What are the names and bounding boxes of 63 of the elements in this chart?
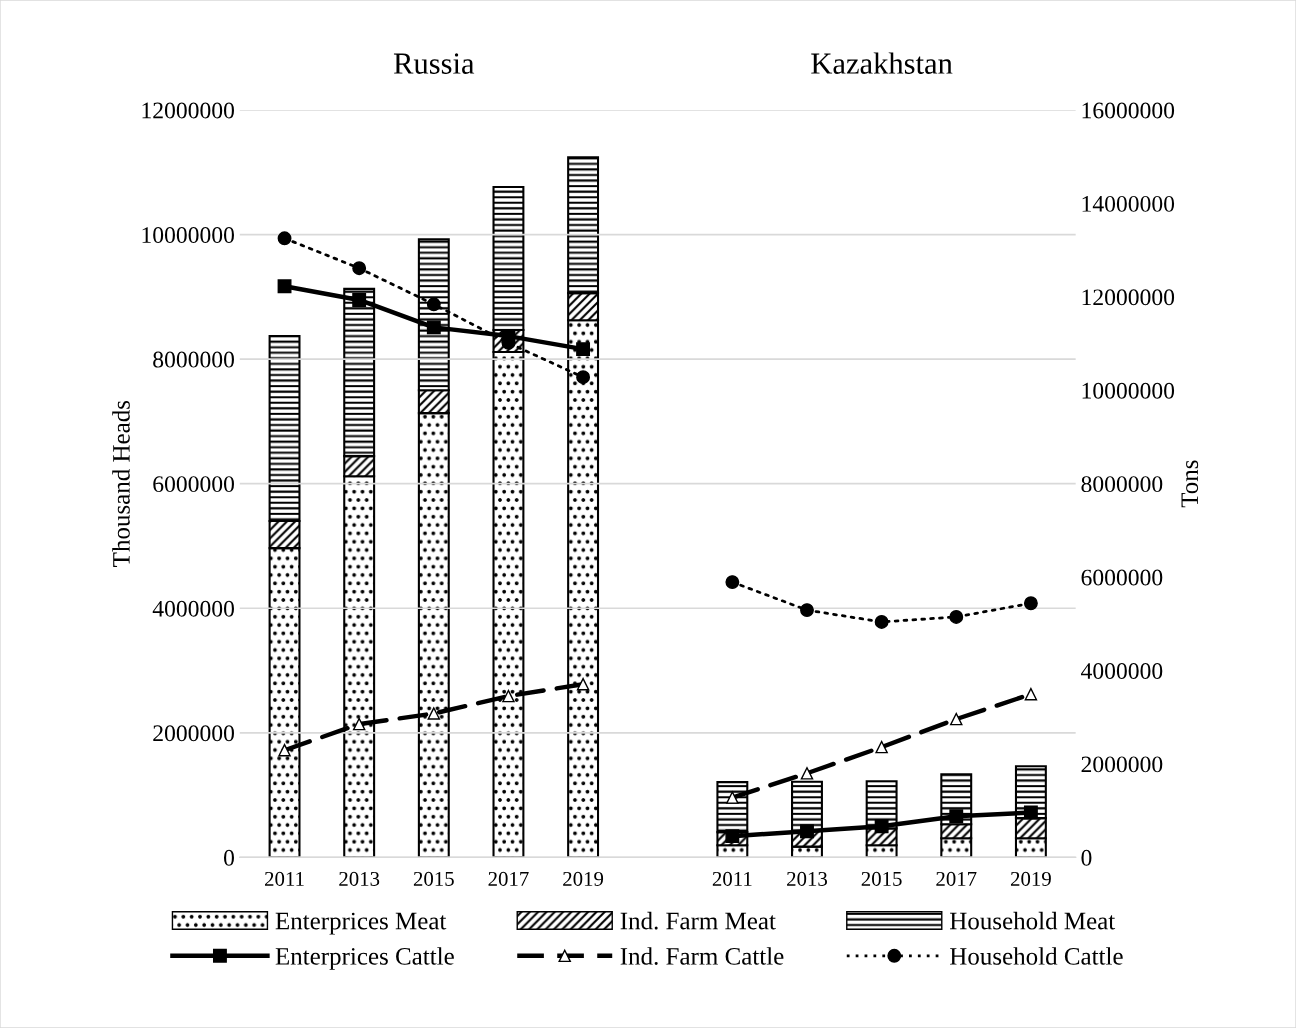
y-axis-title: Thousand Heads	[112, 400, 130, 567]
point	[1023, 596, 1038, 611]
text: Russia	[393, 53, 475, 74]
point	[576, 677, 590, 691]
point	[800, 767, 814, 780]
y-tick-label: 12000000	[142, 102, 234, 119]
x-tick-label: 2011	[265, 871, 304, 886]
point	[352, 293, 367, 307]
x-tick-label: 2017	[936, 871, 977, 886]
point	[576, 342, 591, 357]
legend-label: Enterprices Cattle	[275, 947, 454, 970]
y2-axis-title: Tons	[1181, 460, 1199, 508]
point	[950, 712, 963, 726]
y-tick-label: 10000000	[142, 227, 234, 243]
legend-label: Ind. Farm Cattle	[620, 947, 784, 965]
text: Kazakhstan	[811, 52, 953, 74]
point	[1024, 687, 1038, 701]
y2-tick-label: 8000000	[1081, 476, 1163, 493]
legend-label: Enterprices Meat	[275, 912, 447, 935]
y-tick-label: 0	[223, 849, 234, 866]
point	[874, 614, 889, 629]
y2-tick-label: 0	[1081, 849, 1092, 866]
y-tick-label: 6000000	[153, 476, 234, 493]
x-tick-label: 2015	[861, 871, 902, 886]
y-tick-label: 2000000	[153, 725, 234, 742]
point	[800, 603, 814, 618]
point	[502, 689, 515, 703]
x-tick-label: 2013	[339, 871, 380, 886]
x-tick-label: 2019	[1010, 871, 1051, 886]
legend-label: Household Cattle	[950, 947, 1123, 965]
x-tick-label: 2011	[712, 871, 752, 886]
point	[352, 261, 367, 276]
point	[1023, 805, 1038, 820]
point	[576, 370, 591, 385]
y-tick-label: 4000000	[152, 600, 234, 617]
point	[874, 819, 889, 834]
y2-tick-label: 14000000	[1082, 195, 1175, 212]
point	[800, 824, 814, 839]
y2-tick-label: 16000000	[1082, 102, 1175, 119]
legend-label: Ind. Farm Meat	[620, 911, 776, 930]
point	[726, 791, 739, 804]
y2-tick-label: 2000000	[1081, 756, 1163, 773]
point	[427, 707, 441, 720]
x-tick-label: 2013	[787, 871, 828, 886]
point	[426, 320, 441, 335]
x-tick-label: 2019	[563, 871, 604, 886]
point	[277, 231, 292, 246]
point	[949, 809, 964, 824]
point	[278, 743, 291, 757]
y2-tick-label: 12000000	[1082, 289, 1175, 306]
point	[352, 717, 366, 731]
point	[725, 575, 740, 590]
legend-label: Household Meat	[950, 911, 1116, 930]
x-tick-label: 2015	[413, 871, 454, 886]
y2-tick-label: 6000000	[1081, 569, 1163, 586]
point	[875, 740, 888, 754]
x-tick-label: 2017	[488, 871, 529, 886]
point	[277, 279, 292, 294]
point	[426, 297, 441, 312]
y2-tick-label: 4000000	[1081, 663, 1163, 679]
y-tick-label: 8000000	[153, 351, 234, 368]
point	[949, 610, 964, 624]
y2-tick-label: 10000000	[1082, 382, 1175, 399]
